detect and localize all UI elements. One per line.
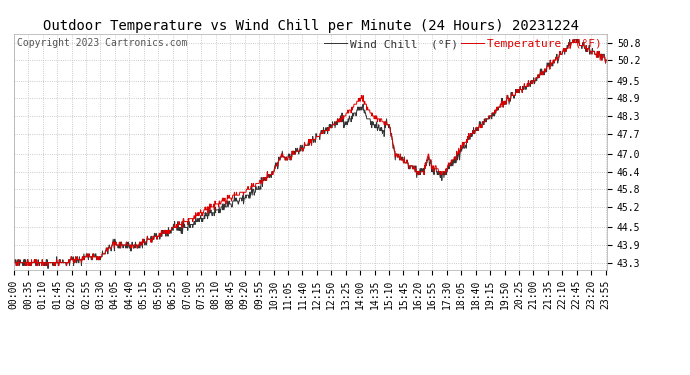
Temperature  (°F) <box>12 263 21 268</box>
Line: Temperature  (°F): Temperature (°F) <box>14 40 607 266</box>
Wind Chill  (°F) <box>481 120 489 124</box>
Wind Chill  (°F) <box>142 240 150 244</box>
Text: Copyright 2023 Cartronics.com: Copyright 2023 Cartronics.com <box>17 39 187 48</box>
Wind Chill  (°F) <box>566 38 574 42</box>
Wind Chill  (°F) <box>533 75 541 80</box>
Wind Chill  (°F) <box>603 58 611 62</box>
Temperature  (°F) <box>481 120 489 124</box>
Temperature  (°F) <box>10 260 18 265</box>
Wind Chill  (°F) <box>403 158 411 162</box>
Temperature  (°F) <box>208 205 217 209</box>
Title: Outdoor Temperature vs Wind Chill per Minute (24 Hours) 20231224: Outdoor Temperature vs Wind Chill per Mi… <box>43 19 578 33</box>
Wind Chill  (°F) <box>128 243 136 247</box>
Wind Chill  (°F) <box>10 258 18 262</box>
Line: Wind Chill  (°F): Wind Chill (°F) <box>14 40 607 268</box>
Temperature  (°F) <box>142 240 150 244</box>
Temperature  (°F) <box>533 75 541 80</box>
Wind Chill  (°F) <box>44 266 52 271</box>
Legend: Wind Chill  (°F), Temperature  (°F): Wind Chill (°F), Temperature (°F) <box>324 39 602 49</box>
Wind Chill  (°F) <box>208 210 217 215</box>
Temperature  (°F) <box>603 58 611 62</box>
Temperature  (°F) <box>403 160 411 165</box>
Temperature  (°F) <box>569 38 577 42</box>
Temperature  (°F) <box>128 243 136 247</box>
